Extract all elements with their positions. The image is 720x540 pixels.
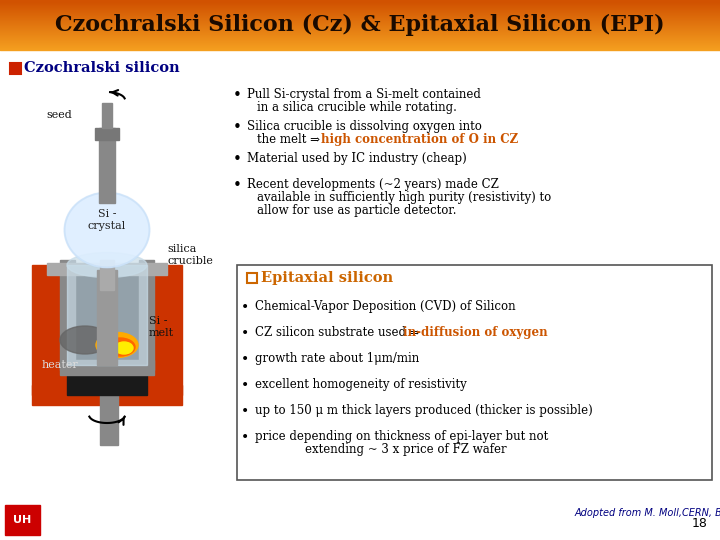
Text: silica
crucible: silica crucible xyxy=(167,244,213,266)
Ellipse shape xyxy=(65,192,150,267)
Text: allow for use as particle detector.: allow for use as particle detector. xyxy=(257,204,456,217)
Text: Epitaxial silicon: Epitaxial silicon xyxy=(261,271,393,285)
Bar xyxy=(102,103,112,128)
Text: in-diffusion of oxygen: in-diffusion of oxygen xyxy=(403,326,548,339)
Text: seed: seed xyxy=(46,110,72,120)
Text: Chemical-Vapor Deposition (CVD) of Silicon: Chemical-Vapor Deposition (CVD) of Silic… xyxy=(255,300,516,313)
Text: 18: 18 xyxy=(692,517,708,530)
Text: in a silica crucible while rotating.: in a silica crucible while rotating. xyxy=(257,101,457,114)
Bar xyxy=(67,265,147,365)
Bar xyxy=(32,265,67,395)
Text: •: • xyxy=(241,378,249,392)
Text: Czochralski Silicon (Cz) & Epitaxial Silicon (EPI): Czochralski Silicon (Cz) & Epitaxial Sil… xyxy=(55,14,665,36)
Text: available in sufficiently high purity (resistivity) to: available in sufficiently high purity (r… xyxy=(257,191,552,204)
Text: Pull Si-crystal from a Si-melt contained: Pull Si-crystal from a Si-melt contained xyxy=(247,88,481,101)
Text: •: • xyxy=(241,404,249,418)
Bar xyxy=(147,265,182,395)
Text: •: • xyxy=(241,430,249,444)
Bar xyxy=(47,263,167,275)
Bar xyxy=(5,505,40,535)
Text: •: • xyxy=(241,352,249,366)
Ellipse shape xyxy=(96,333,138,357)
Text: •: • xyxy=(233,152,241,167)
Text: excellent homogeneity of resistivity: excellent homogeneity of resistivity xyxy=(255,378,467,391)
Text: Si -
crystal: Si - crystal xyxy=(88,209,126,231)
Bar xyxy=(97,270,117,365)
Text: Adopted from M. Moll,CERN, Bonn, Sep-05: Adopted from M. Moll,CERN, Bonn, Sep-05 xyxy=(575,508,720,518)
Text: Silica crucible is dissolving oxygen into: Silica crucible is dissolving oxygen int… xyxy=(247,120,482,133)
Bar xyxy=(32,385,182,405)
Bar xyxy=(237,265,712,480)
Bar xyxy=(67,265,147,395)
Text: UH: UH xyxy=(13,515,31,525)
Text: •: • xyxy=(241,326,249,340)
Bar xyxy=(60,260,75,370)
Ellipse shape xyxy=(115,342,133,354)
Text: growth rate about 1μm/min: growth rate about 1μm/min xyxy=(255,352,419,365)
Bar xyxy=(60,360,154,375)
Text: high concentration of O in CZ: high concentration of O in CZ xyxy=(321,133,518,146)
Ellipse shape xyxy=(67,253,147,278)
Bar xyxy=(139,260,154,370)
Text: Czochralski silicon: Czochralski silicon xyxy=(24,60,179,75)
Text: up to 150 μ m thick layers produced (thicker is possible): up to 150 μ m thick layers produced (thi… xyxy=(255,404,593,417)
Text: Recent developments (~2 years) made CZ: Recent developments (~2 years) made CZ xyxy=(247,178,499,191)
Text: •: • xyxy=(233,178,241,193)
Ellipse shape xyxy=(60,326,110,354)
Text: extending ~ 3 x price of FZ wafer: extending ~ 3 x price of FZ wafer xyxy=(275,443,507,456)
Text: Si -
melt: Si - melt xyxy=(149,316,174,338)
Bar xyxy=(247,273,257,283)
Bar xyxy=(95,128,119,140)
Text: •: • xyxy=(233,120,241,135)
Bar xyxy=(100,365,118,445)
Bar xyxy=(99,128,115,203)
Text: the melt ⇒: the melt ⇒ xyxy=(257,133,324,146)
Text: •: • xyxy=(241,300,249,314)
Text: CZ silicon substrate used ⇒: CZ silicon substrate used ⇒ xyxy=(255,326,423,339)
Bar xyxy=(10,63,21,74)
Bar xyxy=(100,260,114,290)
Ellipse shape xyxy=(105,338,135,356)
Text: •: • xyxy=(233,88,241,103)
Text: heater: heater xyxy=(42,360,78,370)
Text: Material used by IC industry (cheap): Material used by IC industry (cheap) xyxy=(247,152,467,165)
Text: price depending on thickness of epi-layer but not: price depending on thickness of epi-laye… xyxy=(255,430,548,443)
